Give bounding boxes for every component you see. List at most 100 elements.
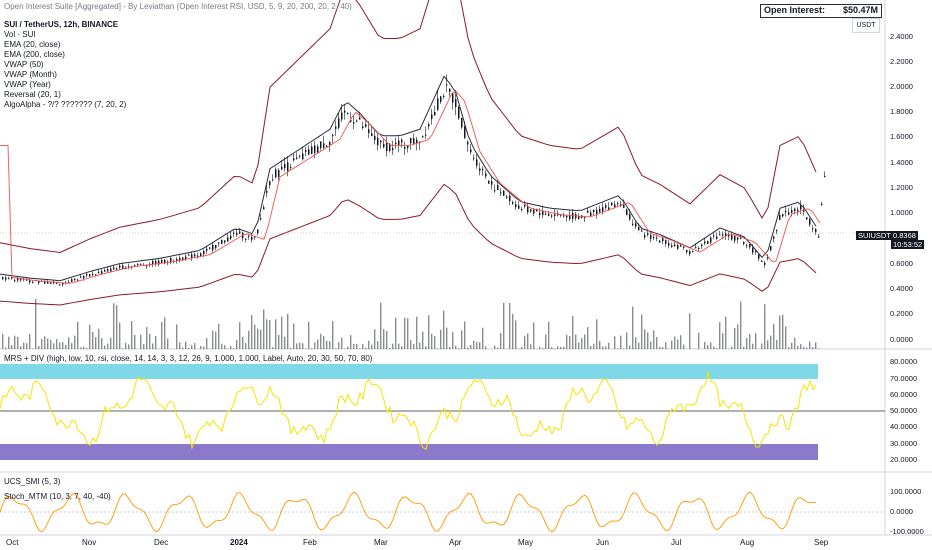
rsi-pane[interactable] [0,364,885,460]
indicator-reversal[interactable]: Reversal (20, 1) [4,90,61,99]
volume-bar [59,342,61,349]
candle-body [395,142,397,145]
indicator-vwap-year[interactable]: VWAP (Year) [4,80,51,89]
candle-body [104,269,106,272]
volume-bar [176,324,178,349]
candle-body [182,257,184,261]
volume-bar [353,343,355,349]
volume-bar [272,347,274,349]
candle-body [443,95,445,97]
candle-body [473,158,475,160]
candle-body [716,236,718,239]
volume-bar [752,343,754,349]
indicator-vwap-month[interactable]: VWAP (Month) [4,70,57,79]
volume-bar [554,348,556,349]
volume-bar [104,345,106,349]
candle-body [767,256,769,259]
volume-bar [218,323,220,349]
volume-bar [362,343,364,349]
volume-bar [428,315,430,349]
ema-20-line [0,90,821,284]
volume-bar [398,343,400,349]
main-price-pane[interactable] [0,0,932,536]
mtm-pane-legend[interactable]: Stoch_MTM (10, 3, 7, 40, -40) [4,492,111,501]
volume-bar [128,344,130,349]
volume-bar [800,344,802,349]
candle-body [635,223,637,227]
indicator-ema200[interactable]: EMA (200, close) [4,50,65,59]
volume-bar [560,346,562,349]
candle-body [638,227,640,231]
candle-body [56,282,58,284]
volume-bar [341,337,343,349]
candle-body [440,96,442,102]
symbol-title[interactable]: SUI / TetherUS, 12h, BINANCE [4,20,119,29]
candle-body [458,107,460,119]
volume-bar [500,333,502,349]
indicator-vol[interactable]: Vol · SUI [4,30,36,39]
volume-bar [656,337,658,349]
candle-body [422,135,424,137]
volume-bar [371,344,373,349]
volume-bar [728,348,730,349]
candle-body [377,137,379,146]
rsi-pane-legend[interactable]: MRS + DIV (high, low, 10, rsi, close, 14… [4,354,373,363]
candle-body [698,248,700,250]
volume-bar [659,346,661,349]
indicator-list: Vol · SUI EMA (20, close) EMA (200, clos… [4,30,126,110]
indicator-ema20[interactable]: EMA (20, close) [4,40,61,49]
volume-bar [179,342,181,349]
volume-bar [806,347,808,349]
open-interest-suite-legend[interactable]: Open Interest Suite [Aggregated] - By Le… [4,2,352,11]
volume-bar [785,326,787,349]
volume-bar [329,341,331,349]
volume-bar [647,332,649,349]
volume-bar [359,348,361,349]
volume-bar [674,336,676,349]
volume-bar [614,336,616,349]
candle-body [467,141,469,145]
volume-bar [374,329,376,349]
volume-bar [590,346,592,349]
candle-body [311,146,313,155]
indicator-algoalpha[interactable]: AlgoAlpha - ?/? ??????? (7, 20, 2) [4,100,127,109]
volume-bar [83,346,85,349]
indicator-vwap50[interactable]: VWAP (50) [4,60,44,69]
volume-bar [563,346,565,349]
volume-bar [689,313,691,349]
candle-body [539,212,541,216]
volume-bar [515,320,517,349]
smi-pane-legend[interactable]: UCS_SMI (5, 3) [4,477,61,486]
time-axis-label: 2024 [230,538,248,547]
candle-body [503,190,505,196]
volume-bar [308,321,310,349]
volume-bar [161,321,163,349]
volume-bar [260,329,262,349]
candle-body [797,209,799,212]
volume-bar [95,337,97,349]
candle-body [800,205,802,210]
volume-bar [731,346,733,349]
candle-body [62,282,64,285]
volume-bar [50,339,52,349]
candle-body [734,235,736,241]
candle-body [89,274,91,277]
volume-bar [383,329,385,349]
currency-button[interactable]: USDT [852,18,880,33]
volume-bar [221,343,223,349]
candle-body [2,277,4,280]
candle-body [248,235,250,237]
volume-bar [74,335,76,349]
stoch-mtm-pane[interactable] [0,491,885,533]
volume-bar [599,340,601,349]
volume-bar [722,333,724,349]
candle-body [98,271,100,273]
volume-bar [266,319,268,349]
volume-bar [545,334,547,349]
time-axis-label: Sep [814,538,829,547]
volume-bar [698,332,700,349]
volume-bar [794,337,796,349]
candle-body [266,190,268,193]
volume-bar [548,321,550,349]
